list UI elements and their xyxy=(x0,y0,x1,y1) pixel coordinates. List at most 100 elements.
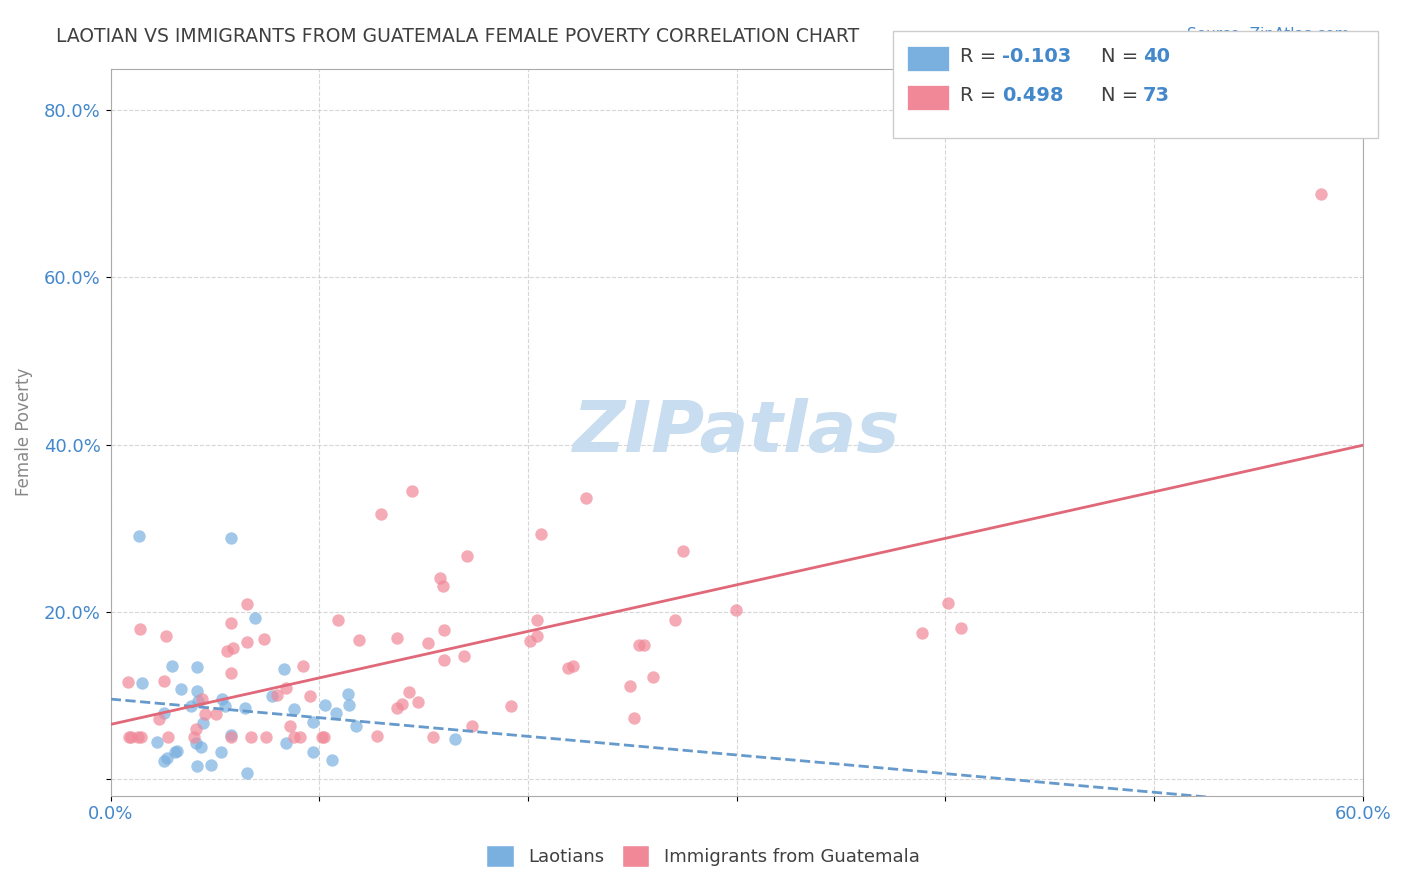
Point xyxy=(519,634,541,648)
Point xyxy=(180,699,202,714)
Point xyxy=(391,697,413,711)
Point xyxy=(256,731,278,745)
Point xyxy=(131,676,153,690)
Point xyxy=(575,491,598,506)
Point xyxy=(219,532,242,546)
Point xyxy=(127,731,149,745)
Point xyxy=(641,670,664,684)
Point xyxy=(236,597,259,611)
Text: R =: R = xyxy=(960,46,1002,66)
Text: 73: 73 xyxy=(1143,86,1170,105)
Point xyxy=(186,759,208,773)
Point xyxy=(156,731,179,745)
Point xyxy=(266,689,288,703)
Point xyxy=(461,719,484,733)
Point xyxy=(453,648,475,663)
Point xyxy=(128,529,150,543)
Point xyxy=(432,579,454,593)
Point xyxy=(283,731,305,745)
Point xyxy=(385,701,408,715)
Point xyxy=(311,731,333,745)
Point xyxy=(623,711,645,725)
Point xyxy=(301,714,323,729)
Point xyxy=(336,687,359,701)
Point xyxy=(235,701,257,715)
Point xyxy=(627,638,650,652)
Point xyxy=(344,719,367,733)
Point xyxy=(253,632,276,646)
Point xyxy=(184,736,207,750)
Point xyxy=(416,636,439,650)
Point xyxy=(936,596,959,610)
Text: ZIPatlas: ZIPatlas xyxy=(574,398,900,467)
Text: -0.103: -0.103 xyxy=(1002,46,1071,66)
Point xyxy=(260,689,283,703)
Point xyxy=(219,727,242,741)
Y-axis label: Female Poverty: Female Poverty xyxy=(15,368,32,496)
Text: Source: ZipAtlas.com: Source: ZipAtlas.com xyxy=(1187,27,1350,42)
Point xyxy=(672,544,695,558)
Point xyxy=(456,549,478,563)
Point xyxy=(193,716,215,731)
Point xyxy=(911,625,934,640)
Point xyxy=(292,658,315,673)
Point xyxy=(337,698,360,712)
Point xyxy=(145,735,167,749)
Point xyxy=(501,698,523,713)
Point xyxy=(724,603,747,617)
Point xyxy=(166,744,188,758)
Point xyxy=(298,690,321,704)
Point xyxy=(422,731,444,745)
Point xyxy=(131,731,153,745)
Point xyxy=(398,685,420,699)
Point xyxy=(321,753,343,767)
Point xyxy=(273,662,295,676)
Point xyxy=(153,755,176,769)
Point xyxy=(219,616,242,631)
Point xyxy=(209,745,232,759)
Point xyxy=(370,508,392,522)
Point xyxy=(280,719,302,733)
Point xyxy=(160,658,183,673)
Point xyxy=(222,641,245,656)
Point xyxy=(443,732,465,747)
Point xyxy=(214,698,236,713)
Text: LAOTIAN VS IMMIGRANTS FROM GUATEMALA FEMALE POVERTY CORRELATION CHART: LAOTIAN VS IMMIGRANTS FROM GUATEMALA FEM… xyxy=(56,27,859,45)
Point xyxy=(401,484,423,499)
Point xyxy=(239,731,262,745)
Point xyxy=(219,731,242,745)
Point xyxy=(433,653,456,667)
Point xyxy=(276,681,298,696)
Point xyxy=(276,736,298,750)
Point xyxy=(526,613,548,627)
Point xyxy=(526,629,548,643)
Point xyxy=(236,765,259,780)
Point xyxy=(129,622,152,636)
Point xyxy=(163,745,186,759)
Point xyxy=(429,571,451,585)
Point xyxy=(302,746,325,760)
Legend: Laotians, Immigrants from Guatemala: Laotians, Immigrants from Guatemala xyxy=(479,838,927,874)
Text: N =: N = xyxy=(1101,86,1144,105)
Point xyxy=(205,706,228,721)
Point xyxy=(187,694,209,708)
Text: N =: N = xyxy=(1101,46,1144,66)
Point xyxy=(120,731,142,745)
Point xyxy=(184,722,207,736)
Point xyxy=(949,621,972,635)
Point xyxy=(183,731,205,745)
Point xyxy=(217,644,239,658)
Point xyxy=(219,666,242,681)
Point xyxy=(406,695,429,709)
Point xyxy=(170,681,193,696)
Point xyxy=(186,659,208,673)
Point xyxy=(562,658,585,673)
Point xyxy=(200,758,222,772)
Point xyxy=(326,613,349,627)
Text: 0.498: 0.498 xyxy=(1002,86,1064,105)
Point xyxy=(288,731,311,745)
Point xyxy=(194,706,217,721)
Point xyxy=(190,739,212,754)
Point xyxy=(191,692,214,706)
Point xyxy=(433,623,456,637)
